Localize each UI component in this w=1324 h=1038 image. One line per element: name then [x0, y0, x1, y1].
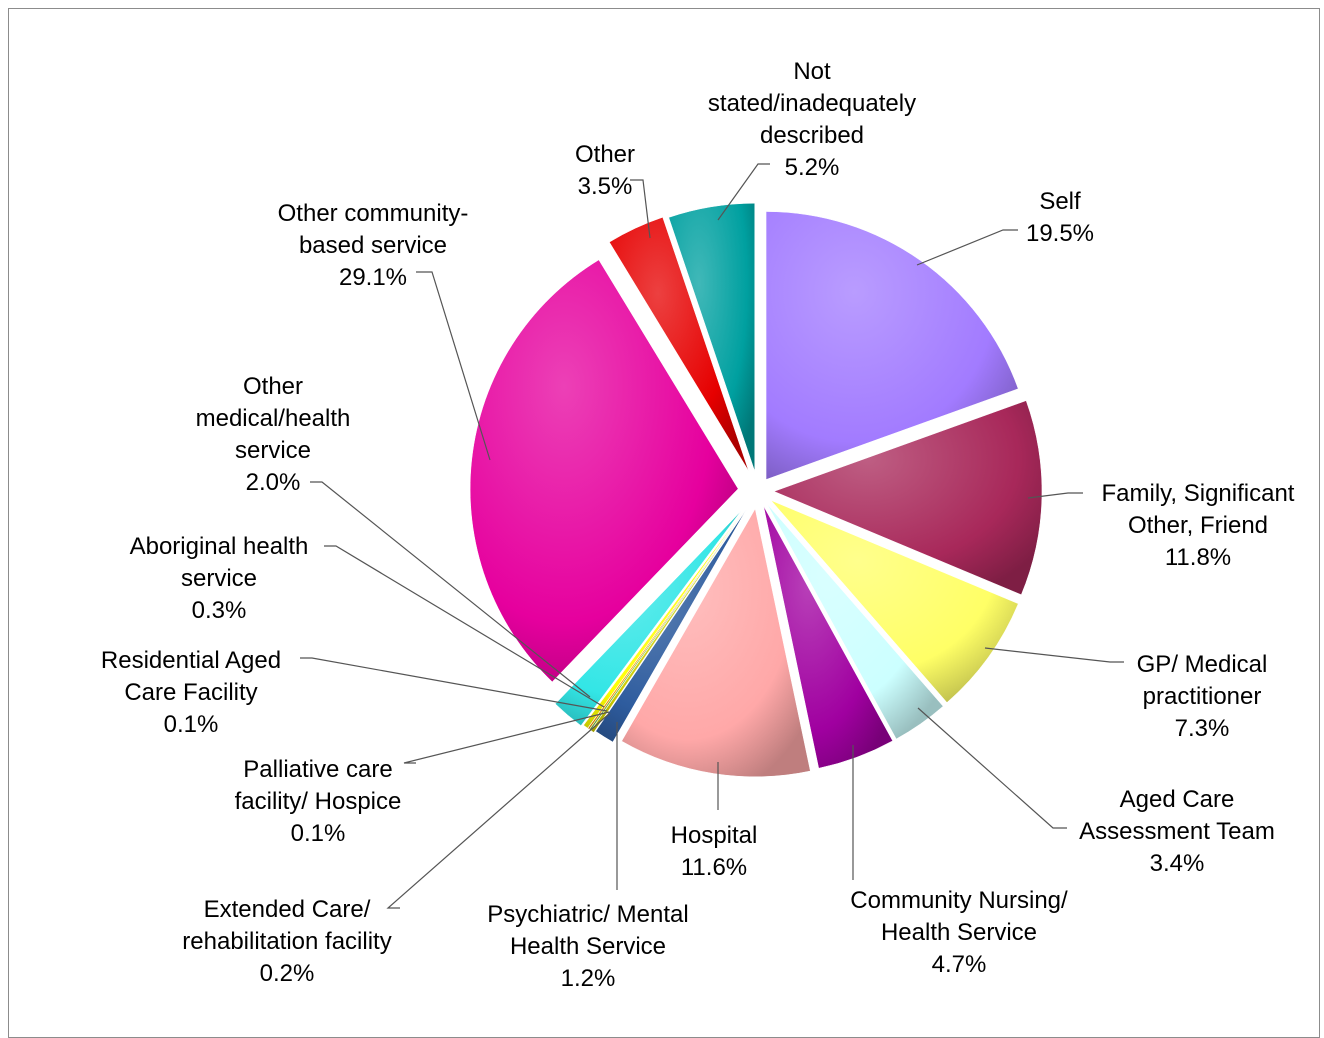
slice-percent: 11.6%	[681, 854, 747, 881]
slice-label-8: Palliative care facility/ Hospice 0.1%	[235, 756, 402, 847]
slice-label-line: Community Nursing/	[850, 887, 1068, 914]
pie-slice-11	[554, 510, 742, 726]
slice-label-line: Assessment Team	[1079, 818, 1275, 845]
slice-label-line: medical/health	[196, 405, 351, 432]
slice-label-line: service	[235, 437, 311, 464]
slice-percent: 3.5%	[578, 173, 633, 200]
leader-line-2	[984, 647, 1124, 663]
slice-percent: 7.3%	[1175, 715, 1230, 742]
slice-label-line: facility/ Hospice	[235, 788, 402, 815]
slice-label-line: Other community-	[278, 200, 469, 227]
pie-slice-5	[621, 508, 811, 778]
leader-line-13	[630, 179, 651, 239]
slice-percent: 0.3%	[192, 597, 247, 624]
slice-percent: 11.8%	[1165, 544, 1231, 571]
slices-layer	[469, 203, 1043, 778]
slice-label-3: Aged Care Assessment Team 3.4%	[1079, 786, 1275, 877]
slice-label-10: Aboriginal health service 0.3%	[130, 533, 309, 624]
slice-label-5: Hospital 11.6%	[671, 822, 758, 881]
pie-slice-12	[469, 259, 739, 683]
leader-line-11	[310, 481, 591, 698]
pie-slice-0	[765, 211, 1019, 480]
slice-label-line: Residential Aged	[101, 647, 281, 674]
pie-slice-3	[766, 503, 944, 740]
leader-lines-layer	[300, 163, 1124, 909]
slice-label-4: Community Nursing/Health Service 4.7%	[850, 887, 1068, 978]
slice-label-line: Other	[243, 373, 303, 400]
slice-label-line: Palliative care	[243, 756, 392, 783]
pie-slice-6	[595, 509, 747, 743]
slice-label-line: service	[181, 565, 257, 592]
leader-line-10	[324, 545, 605, 708]
pie-slice-4	[763, 505, 894, 769]
slice-label-line: Other, Friend	[1128, 512, 1268, 539]
pie-slice-9	[587, 510, 745, 730]
leader-line-9	[300, 657, 608, 712]
labels-layer: Self 19.5% Family, Significant Other, Frien…	[101, 58, 1295, 992]
slice-label-line: rehabilitation facility	[182, 928, 391, 955]
slice-label-7: Extended Care/rehabilitation facility 0.2…	[182, 896, 391, 987]
slice-percent: 0.1%	[291, 820, 346, 847]
slice-label-line: Psychiatric/ Mental	[487, 901, 688, 928]
leader-line-1	[1027, 492, 1083, 499]
slice-label-0: Self 19.5%	[1026, 188, 1094, 247]
slice-label-line: Aged Care	[1120, 786, 1235, 813]
slice-label-line: Health Service	[881, 919, 1037, 946]
pie-slice-1	[773, 400, 1043, 596]
slice-label-11: Other medical/health service 2.0%	[196, 373, 351, 496]
slice-label-line: Family, Significant	[1102, 480, 1295, 507]
slice-label-line: Hospital	[671, 822, 758, 849]
slice-label-line: described	[760, 122, 864, 149]
slice-label-9: Residential Aged Care Facility 0.1%	[101, 647, 281, 738]
slice-percent: 0.2%	[260, 960, 315, 987]
slice-label-2: GP/ Medical practitioner 7.3%	[1137, 651, 1268, 742]
slice-percent: 4.7%	[932, 951, 987, 978]
leader-line-12	[416, 271, 491, 461]
slice-label-line: Care Facility	[124, 679, 257, 706]
leader-line-14	[717, 163, 770, 221]
slice-label-line: based service	[299, 232, 447, 259]
slice-label-line: Extended Care/	[204, 896, 371, 923]
slice-label-line: Aboriginal health	[130, 533, 309, 560]
slice-percent: 2.0%	[246, 469, 301, 496]
pie-slice-13	[609, 216, 749, 472]
slice-percent: 1.2%	[561, 965, 616, 992]
slice-label-13: Other 3.5%	[575, 141, 635, 200]
slice-label-14: Not stated/inadequately described 5.2%	[708, 58, 916, 181]
slice-label-1: Family, Significant Other, Friend 11.8%	[1102, 480, 1295, 571]
slice-label-line: GP/ Medical	[1137, 651, 1268, 678]
pie-slice-10	[583, 510, 745, 729]
slice-label-line: Not	[793, 58, 831, 85]
leader-line-3	[917, 707, 1067, 829]
slice-label-12: Other community-based service 29.1%	[278, 200, 469, 291]
leader-line-7	[386, 712, 611, 909]
slice-percent: 29.1%	[339, 264, 407, 291]
slice-label-line: stated/inadequately	[708, 90, 916, 117]
slice-percent: 5.2%	[785, 154, 840, 181]
leader-line-0	[916, 229, 1018, 266]
slice-label-line: Other	[575, 141, 635, 168]
slice-label-line: practitioner	[1143, 683, 1262, 710]
slice-percent: 19.5%	[1026, 220, 1094, 247]
pie-slice-14	[668, 203, 755, 472]
slice-label-6: Psychiatric/ Mental Health Service 1.2%	[487, 901, 688, 992]
slice-label-line: Self	[1039, 188, 1081, 215]
pie-slice-2	[770, 500, 1019, 703]
slice-percent: 0.1%	[164, 711, 219, 738]
slice-percent: 3.4%	[1150, 850, 1205, 877]
slice-label-line: Health Service	[510, 933, 666, 960]
leader-line-8	[403, 711, 610, 764]
